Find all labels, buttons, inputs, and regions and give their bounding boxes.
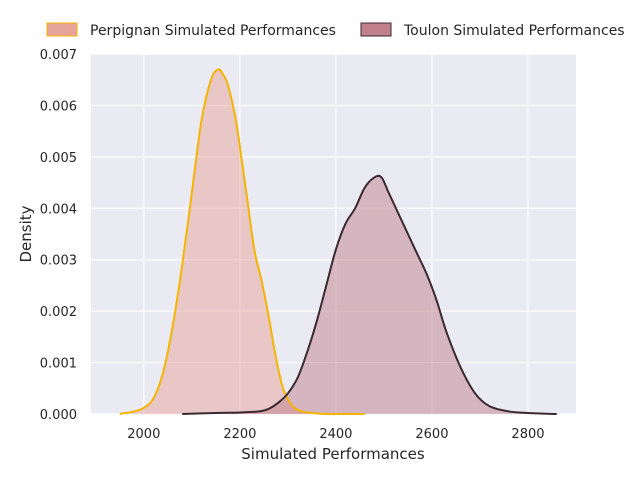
legend-swatch-toulon	[360, 22, 392, 37]
y-tick-label: 0.006	[40, 99, 77, 114]
legend-label-toulon: Toulon Simulated Performances	[403, 23, 625, 39]
y-tick-label: 0.004	[40, 202, 77, 217]
y-tick-label: 0.002	[40, 305, 77, 320]
density-line-perpignan	[119, 68, 365, 416]
x-tick-label: 2200	[223, 427, 256, 442]
y-axis-label: Density	[17, 205, 35, 262]
y-tick-labels: 0.000 0.001 0.002 0.003 0.004 0.005 0.006 0.007	[40, 48, 77, 423]
density-areas	[119, 68, 557, 416]
legend-swatch-perpignan	[46, 22, 78, 37]
x-tick-labels: 2000 2200 2400 2600 2800	[127, 427, 544, 442]
legend-label-perpignan: Perpignan Simulated Performances	[90, 23, 336, 39]
y-tick-label: 0.003	[40, 254, 77, 269]
x-tick-label: 2600	[415, 427, 448, 442]
y-tick-label: 0.005	[40, 151, 77, 166]
density-line-toulon	[182, 174, 557, 415]
x-tick-label: 2400	[319, 427, 352, 442]
x-tick-label: 2800	[511, 427, 544, 442]
legend: Perpignan Simulated Performances Toulon …	[46, 22, 625, 39]
density-fill-perpignan	[119, 69, 365, 415]
y-tick-label: 0.001	[40, 357, 77, 372]
density-fill-toulon	[182, 175, 557, 414]
x-axis-label: Simulated Performances	[241, 445, 425, 463]
x-tick-label: 2000	[127, 427, 160, 442]
y-tick-label: 0.007	[40, 48, 77, 63]
y-tick-label: 0.000	[40, 408, 77, 423]
